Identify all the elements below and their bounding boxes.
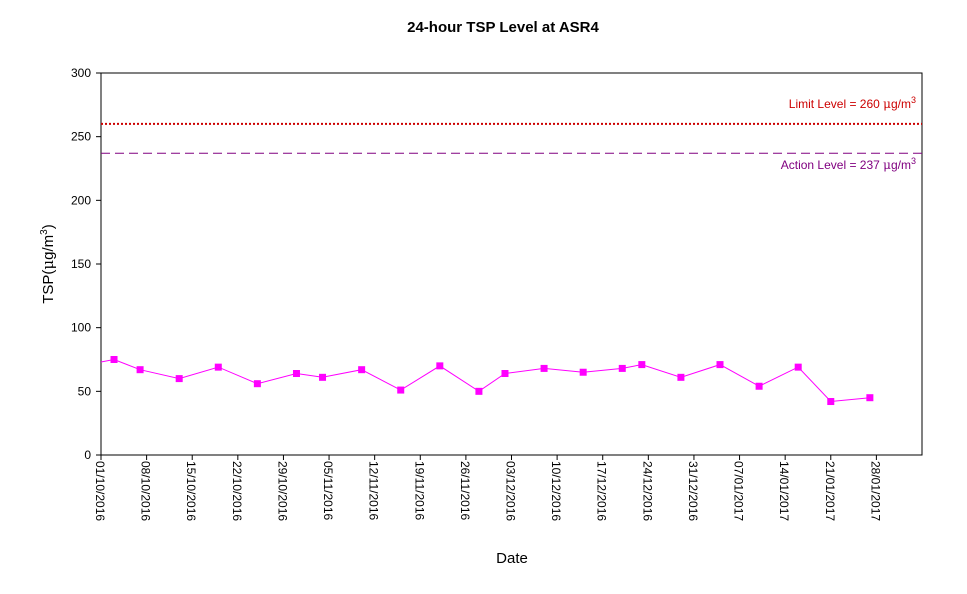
data-point <box>716 361 724 369</box>
data-point <box>638 361 646 369</box>
x-axis: 01/10/2016 08/10/2016 15/10/2016 22/10/2016… <box>93 455 882 521</box>
plot-area <box>100 72 923 456</box>
x-tick-label: 01/10/2016 <box>93 461 107 521</box>
y-tick-label: 200 <box>71 193 91 207</box>
x-tick-label: 19/11/2016 <box>412 461 426 520</box>
data-point <box>110 356 118 363</box>
y-axis-label-mu: μ <box>39 260 57 270</box>
data-point <box>136 366 144 374</box>
x-tick-label: 07/01/2017 <box>732 461 746 521</box>
x-tick-label: 08/10/2016 <box>139 461 153 521</box>
y-tick-label: 250 <box>71 130 91 144</box>
data-point <box>755 382 763 390</box>
data-point <box>175 375 183 383</box>
action-level-label: Action Level = 237 μg/m3 <box>781 156 916 172</box>
x-tick-label: 17/12/2016 <box>595 461 609 521</box>
y-axis-label: TSP(μg/m3) <box>39 224 57 304</box>
reference-lines: Limit Level = 260 μg/m3 Action Level = 23… <box>101 95 922 172</box>
x-tick-label: 14/01/2017 <box>777 461 791 521</box>
data-point <box>253 380 261 388</box>
x-tick-label: 15/10/2016 <box>184 461 198 521</box>
series-layer <box>100 356 874 406</box>
data-point <box>436 362 444 370</box>
chart-title: 24-hour TSP Level at ASR4 <box>407 19 599 36</box>
y-tick-label: 0 <box>84 448 91 462</box>
data-point <box>866 394 874 402</box>
y-axis-label-sup: 3 <box>39 229 50 235</box>
x-tick-label: 12/11/2016 <box>367 461 381 520</box>
x-tick-label: 10/12/2016 <box>549 461 563 521</box>
x-tick-label: 22/10/2016 <box>230 461 244 521</box>
data-point <box>501 370 509 378</box>
data-point <box>618 364 626 372</box>
y-axis-label-suffix: ) <box>40 224 57 229</box>
x-tick-label: 24/12/2016 <box>640 461 654 521</box>
x-tick-label: 26/11/2016 <box>458 461 472 520</box>
y-tick-label: 300 <box>71 66 91 80</box>
x-tick-label: 31/12/2016 <box>686 461 700 521</box>
y-axis: 0 50 100 150 200 250 300 <box>71 66 101 462</box>
data-point <box>292 370 300 378</box>
data-point <box>475 387 483 395</box>
data-point <box>540 364 548 372</box>
x-tick-label: 05/11/2016 <box>321 461 335 520</box>
x-axis-label: Date <box>496 550 528 567</box>
y-tick-label: 100 <box>71 321 91 335</box>
data-point <box>794 363 802 371</box>
x-tick-label: 03/12/2016 <box>504 461 518 521</box>
data-point <box>579 368 587 376</box>
data-point <box>214 363 222 371</box>
y-axis-label-prefix: TSP( <box>40 270 57 304</box>
y-tick-label: 50 <box>78 384 92 398</box>
limit-level-label: Limit Level = 260 μg/m3 <box>789 95 916 111</box>
x-tick-label: 28/01/2017 <box>868 461 882 521</box>
y-axis-label-unit: g/m <box>40 235 57 260</box>
x-tick-label: 21/01/2017 <box>823 461 837 521</box>
x-tick-label: 29/10/2016 <box>275 461 289 521</box>
data-point <box>358 366 366 374</box>
data-point <box>677 373 685 381</box>
y-tick-label: 150 <box>71 257 91 271</box>
data-point <box>827 398 835 406</box>
data-point <box>319 373 327 381</box>
data-point <box>397 386 405 394</box>
